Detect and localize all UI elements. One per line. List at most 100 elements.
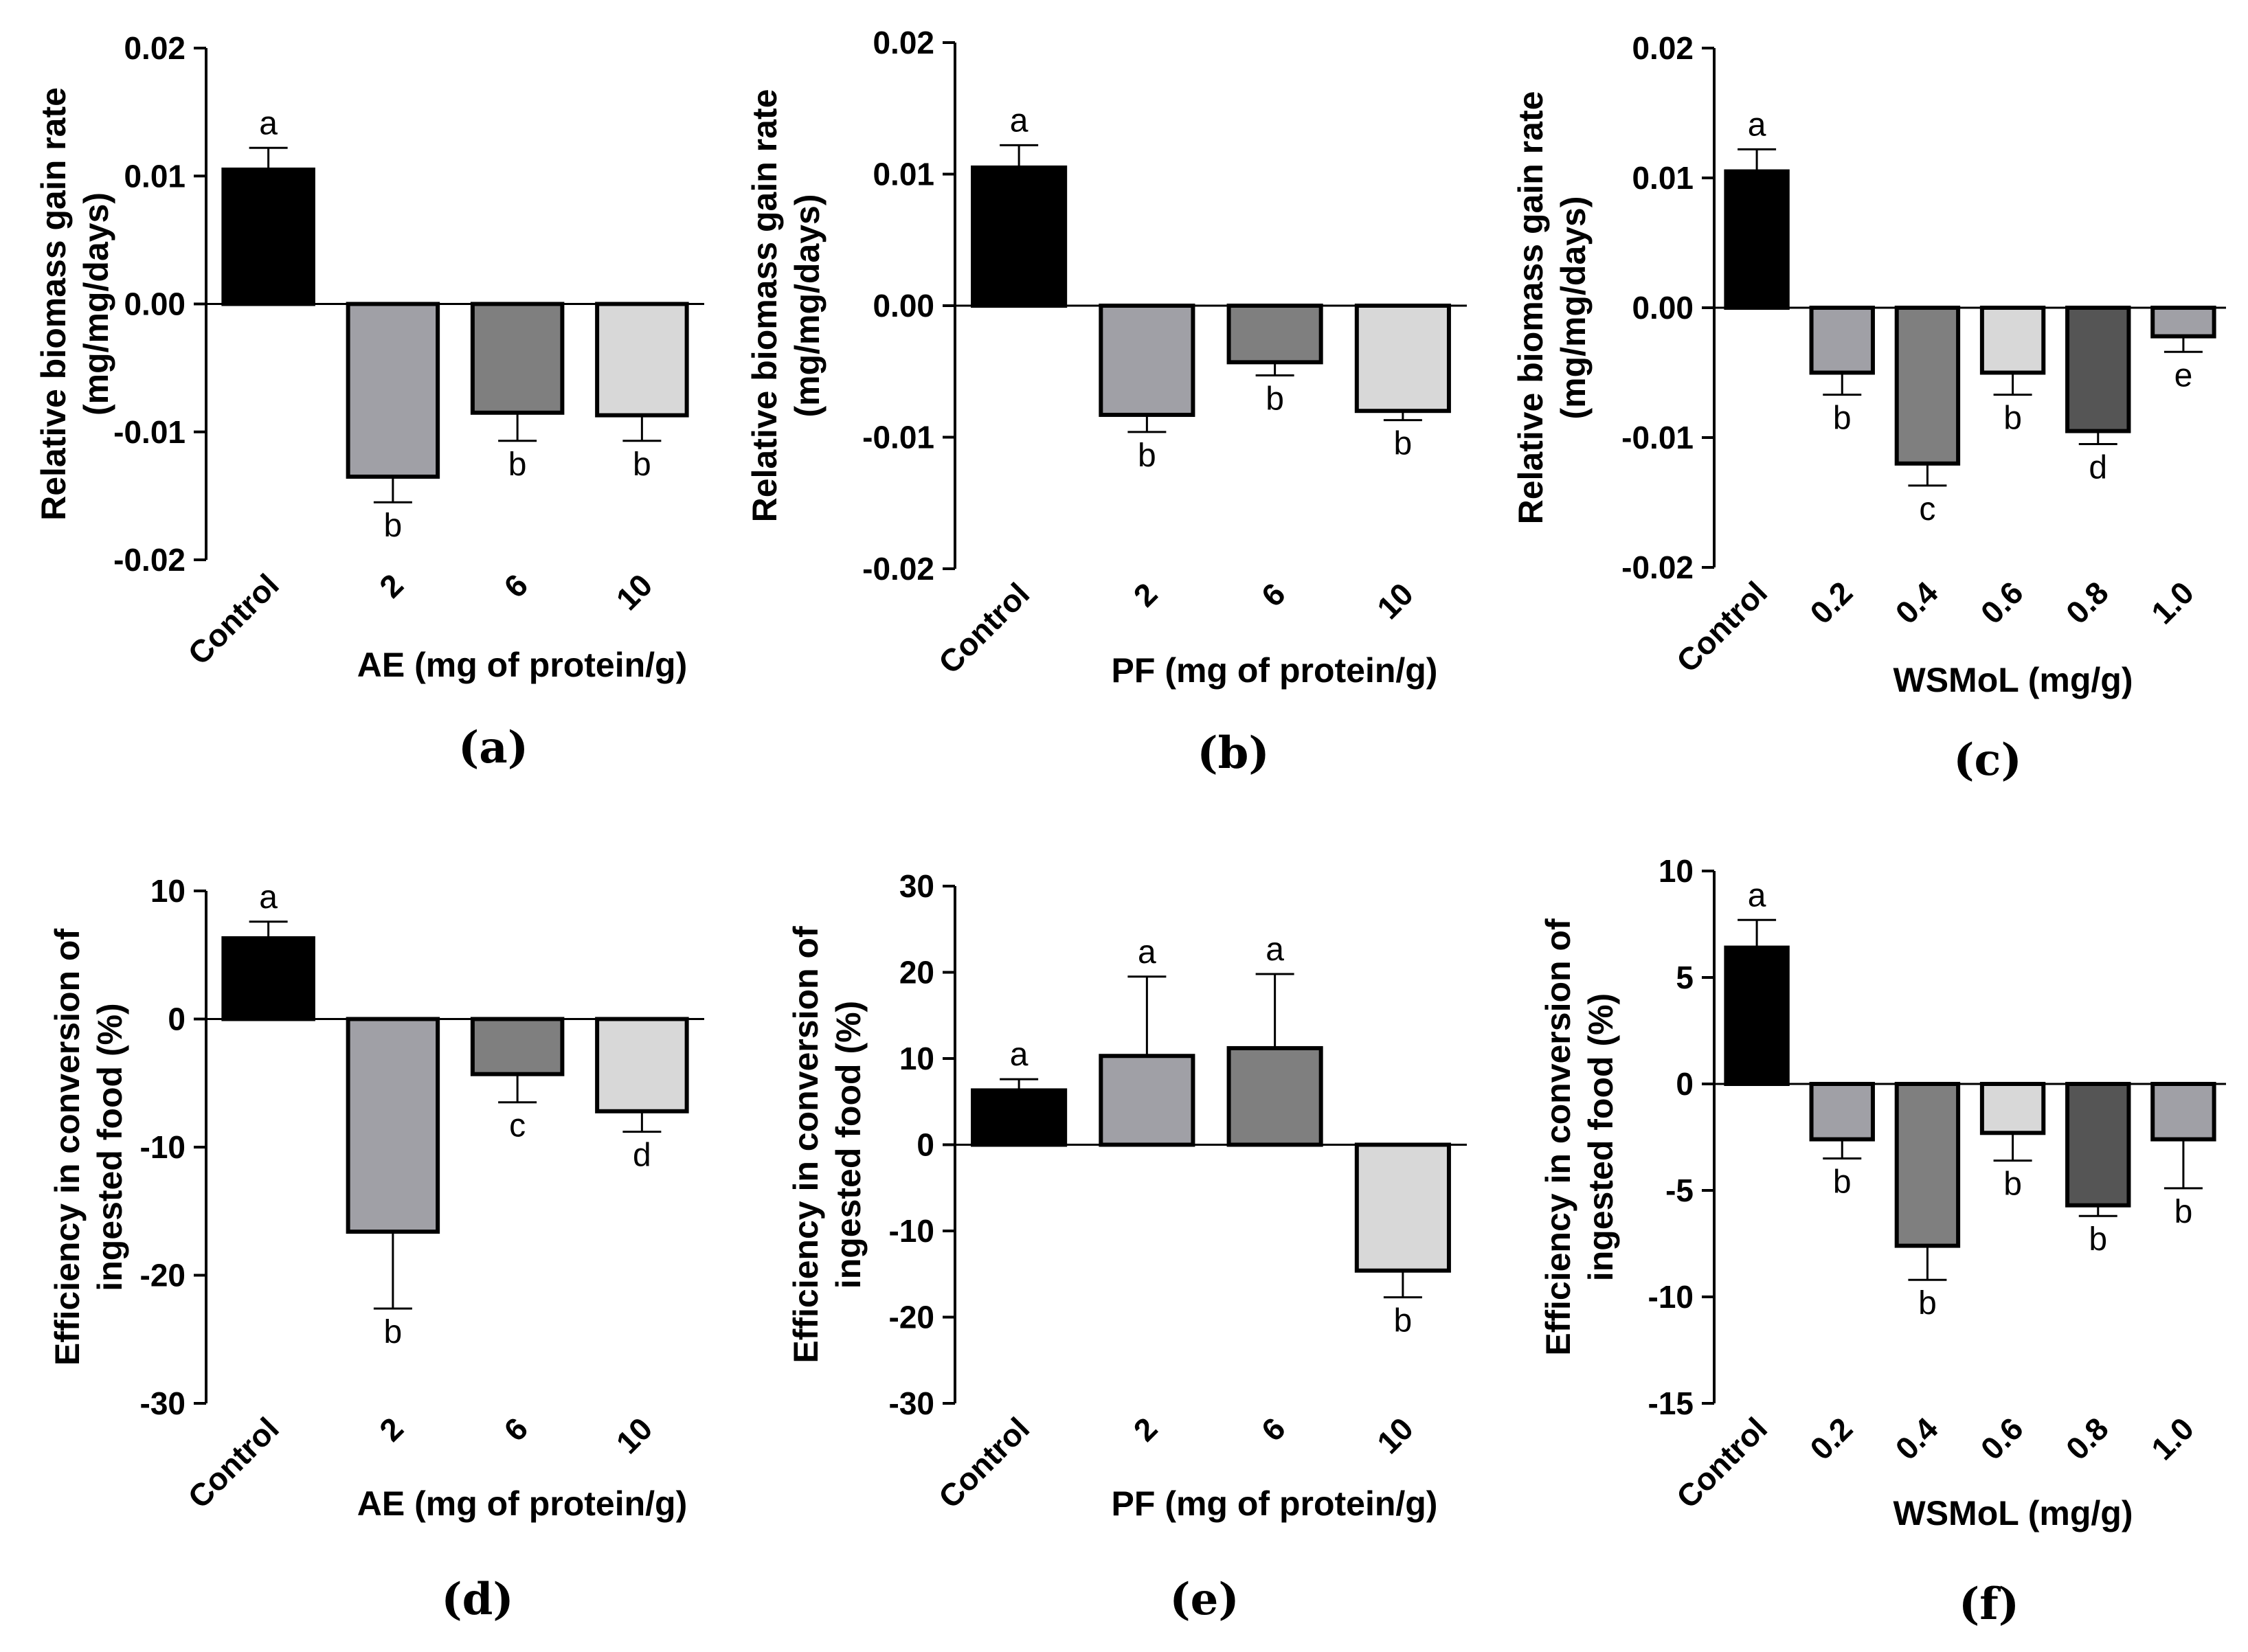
category-label: 6 xyxy=(1255,576,1292,613)
category-label: 0.2 xyxy=(1803,574,1859,631)
y-tick-label: -5 xyxy=(1665,1173,1694,1208)
y-axis-title-line: Efficiency in conversion of xyxy=(1539,918,1577,1356)
significance-label: c xyxy=(1919,491,1935,528)
chart-panel-3: -0.02 -0.01 0.00 0.01 0.02 a Control b 0.2 c 0.4 b 0… xyxy=(1511,30,2226,786)
y-tick-label: -10 xyxy=(889,1213,934,1249)
significance-label: b xyxy=(384,508,403,544)
x-axis-title: AE (mg of protein/g) xyxy=(357,646,688,684)
y-axis-title-line: ingested food (%) xyxy=(829,1001,868,1289)
category-label: 1.0 xyxy=(2144,574,2201,631)
y-tick-label: 0 xyxy=(168,1002,186,1037)
bar xyxy=(1724,945,1790,1086)
category-label: 0.4 xyxy=(1888,1410,1944,1467)
category-label: 0.4 xyxy=(1888,574,1944,631)
y-tick-label: 0.02 xyxy=(1632,30,1694,66)
y-tick-label: -0.01 xyxy=(1621,420,1694,455)
bar xyxy=(2065,306,2131,433)
y-tick-label: 20 xyxy=(899,955,934,991)
panel-letter: (e) xyxy=(1169,1574,1239,1625)
y-axis-title-line: ingested food (%) xyxy=(91,1003,129,1291)
bar xyxy=(221,936,315,1021)
bar xyxy=(595,1017,689,1113)
y-tick-label: -0.02 xyxy=(1621,550,1694,585)
category-label: 6 xyxy=(1255,1410,1292,1448)
category-label: 6 xyxy=(497,567,535,604)
bar xyxy=(1354,304,1451,414)
y-tick-label: -0.02 xyxy=(862,551,934,587)
significance-label: b xyxy=(2174,1194,2193,1230)
y-axis-title-line: Efficiency in conversion of xyxy=(48,929,87,1366)
y-tick-label: 10 xyxy=(899,1041,934,1076)
bar xyxy=(1894,306,1961,466)
y-axis-title: Efficiency in conversion of ingested food… xyxy=(48,929,129,1366)
significance-label: a xyxy=(259,879,278,916)
bar xyxy=(1724,169,1790,310)
x-axis-title: PF (mg of protein/g) xyxy=(1112,651,1438,690)
y-tick-label: -0.01 xyxy=(862,420,934,455)
category-label: 6 xyxy=(497,1410,535,1448)
significance-label: b xyxy=(2003,400,2022,437)
y-tick-label: 0.02 xyxy=(873,25,934,60)
y-tick-label: 30 xyxy=(899,868,934,904)
chart-panel-4: -30 -20 -10 0 10 a Control b 2 c 6 d 10 Efficiency in… xyxy=(48,873,704,1625)
significance-label: b xyxy=(1266,381,1284,417)
bar xyxy=(1354,1142,1451,1273)
category-label: 10 xyxy=(1370,576,1420,626)
y-tick-label: 0 xyxy=(917,1127,934,1163)
y-tick-label: 0.00 xyxy=(1632,290,1694,326)
y-tick-label: 0.02 xyxy=(124,30,186,66)
bar xyxy=(221,167,315,306)
y-tick-label: 0 xyxy=(1676,1066,1694,1102)
category-label: 1.0 xyxy=(2144,1410,2201,1467)
significance-label: b xyxy=(508,446,527,483)
bar xyxy=(971,1088,1068,1147)
y-tick-label: 0.01 xyxy=(124,158,186,194)
y-tick-label: -0.02 xyxy=(113,542,186,578)
y-axis-title: Relative biomass gain rate (mg/mg/days) xyxy=(745,89,827,523)
y-tick-label: 0.01 xyxy=(1632,160,1694,196)
bar xyxy=(1979,1082,2046,1135)
significance-label: c xyxy=(509,1108,526,1144)
bar xyxy=(346,302,440,479)
category-label: Control xyxy=(1670,574,1774,679)
significance-label: b xyxy=(1918,1285,1937,1322)
y-axis-title-line: (mg/mg/days) xyxy=(788,194,827,417)
y-tick-label: 10 xyxy=(1659,853,1694,889)
bar xyxy=(2150,1082,2216,1142)
significance-label: b xyxy=(2003,1166,2022,1203)
y-tick-label: 0.00 xyxy=(873,288,934,324)
category-label: 2 xyxy=(1127,576,1165,613)
category-label: 10 xyxy=(609,1410,659,1460)
x-axis-title: WSMoL (mg/g) xyxy=(1893,661,2133,699)
y-axis-title-line: Relative biomass gain rate xyxy=(1511,91,1550,525)
category-label: 0.2 xyxy=(1803,1410,1859,1467)
bar xyxy=(1099,1054,1195,1147)
category-label: 0.8 xyxy=(2059,1410,2115,1467)
x-axis-title: PF (mg of protein/g) xyxy=(1112,1484,1438,1523)
category-label: Control xyxy=(932,1410,1036,1515)
y-axis-title-line: (mg/mg/days) xyxy=(77,192,115,416)
bar xyxy=(1809,1082,1875,1142)
category-label: Control xyxy=(932,576,1036,680)
category-label: Control xyxy=(181,567,285,671)
y-axis-title-line: Relative biomass gain rate xyxy=(745,89,784,523)
y-tick-label: -10 xyxy=(140,1129,186,1165)
significance-label: b xyxy=(1138,438,1156,474)
bar xyxy=(1226,304,1323,365)
significance-label: a xyxy=(1010,1037,1029,1073)
bar xyxy=(2065,1082,2131,1208)
chart-panel-5: -30 -20 -10 0 10 20 30 a Control a 2 a 6 b 10 Efficienc… xyxy=(787,868,1467,1625)
category-label: 10 xyxy=(1370,1410,1420,1460)
bar xyxy=(1099,304,1195,417)
significance-label: b xyxy=(1833,400,1852,437)
category-label: 10 xyxy=(609,567,659,617)
bar xyxy=(1979,306,2046,375)
bar xyxy=(1226,1045,1323,1147)
bar xyxy=(470,302,565,415)
y-axis-title: Relative biomass gain rate (mg/mg/days) xyxy=(1511,91,1593,525)
category-label: 0.8 xyxy=(2059,574,2115,631)
y-tick-label: -15 xyxy=(1648,1385,1694,1421)
bar xyxy=(971,165,1068,308)
category-label: Control xyxy=(181,1410,285,1515)
